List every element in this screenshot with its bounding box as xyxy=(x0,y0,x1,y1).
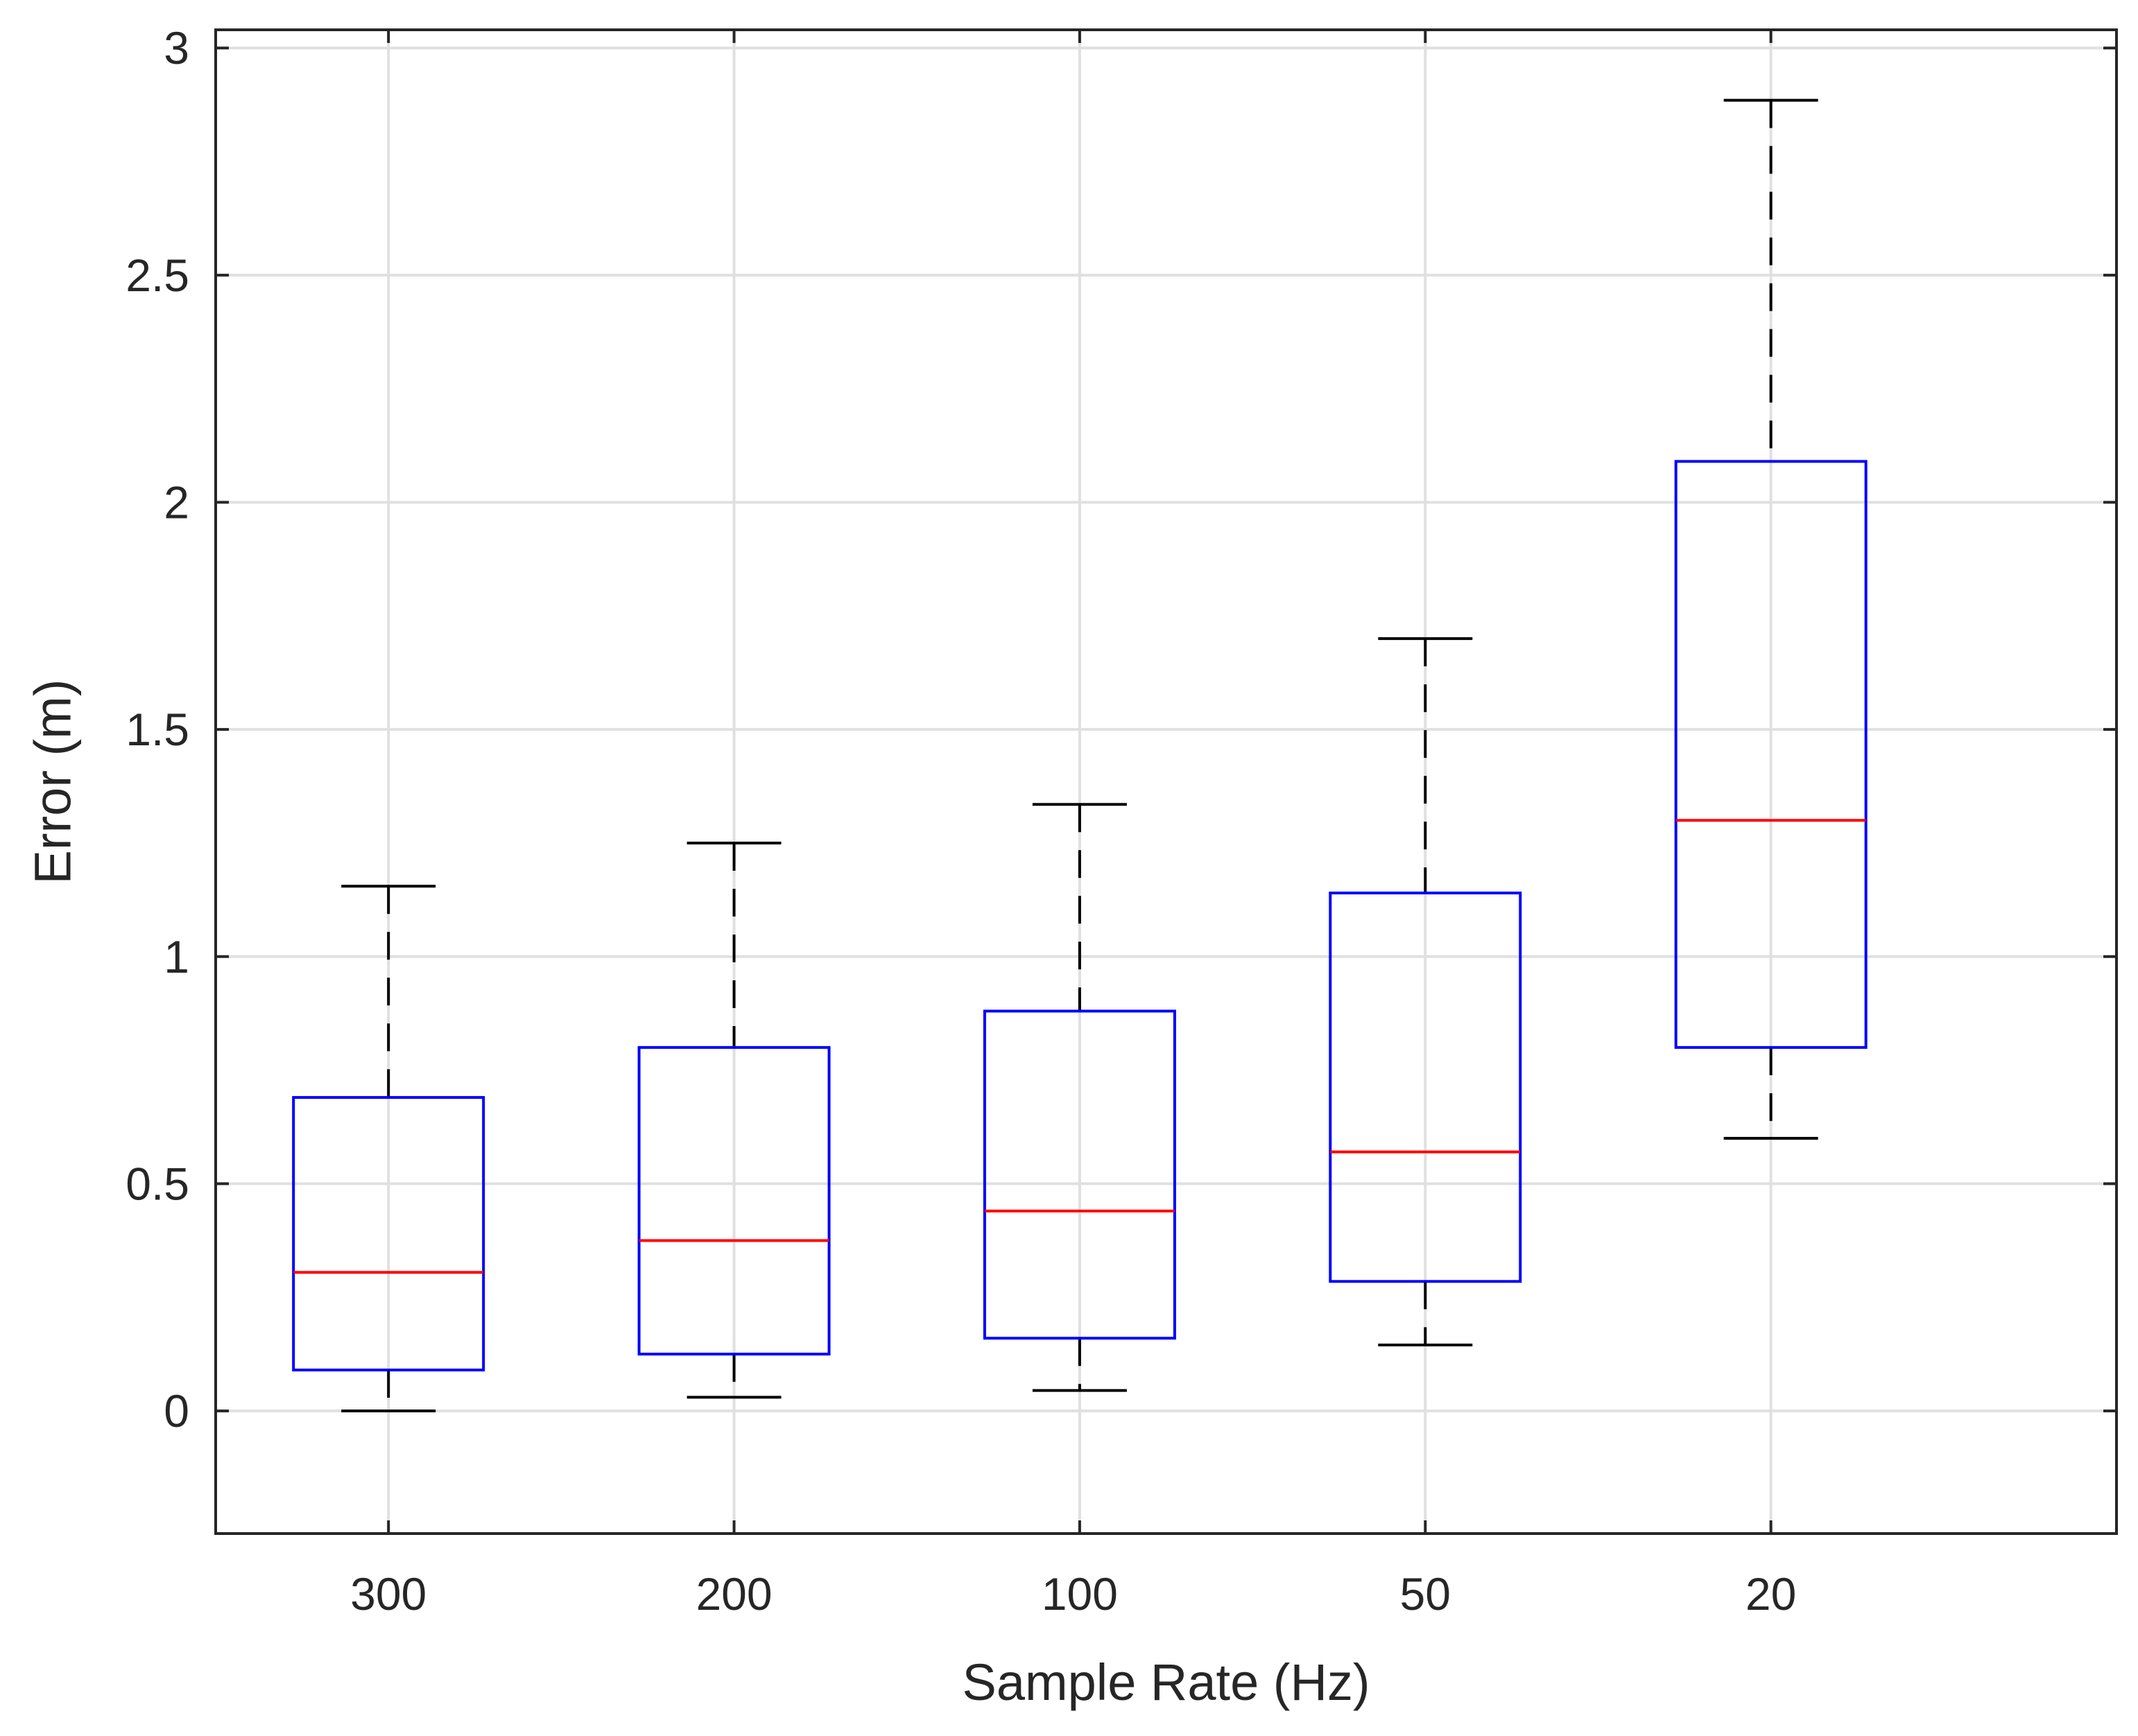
iqr-box xyxy=(1674,460,1868,1049)
y-tick-label: 0.5 xyxy=(126,1158,189,1209)
axis-ticks xyxy=(216,30,2117,1534)
x-tick-label: 300 xyxy=(350,1568,426,1620)
box-group-50 xyxy=(1329,637,1522,1347)
box-group-300 xyxy=(292,885,485,1413)
y-tick-label: 0 xyxy=(164,1385,189,1436)
iqr-box xyxy=(1329,892,1522,1283)
grid xyxy=(216,30,2117,1534)
boxes xyxy=(292,98,1868,1413)
iqr-box xyxy=(292,1095,485,1372)
x-tick-labels: 300 200 100 50 20 xyxy=(350,1568,1796,1620)
iqr-box xyxy=(637,1045,831,1356)
iqr-box xyxy=(983,1009,1176,1340)
y-tick-label: 2 xyxy=(164,476,189,528)
x-tick-label: 200 xyxy=(696,1568,772,1620)
y-axis-label: Error (m) xyxy=(24,679,82,885)
x-tick-label: 50 xyxy=(1400,1568,1451,1620)
box-group-20 xyxy=(1674,98,1868,1140)
box-group-100 xyxy=(983,803,1176,1392)
x-axis-label: Sample Rate (Hz) xyxy=(962,1653,1370,1711)
y-tick-label: 3 xyxy=(164,22,189,73)
y-tick-label: 1.5 xyxy=(126,704,189,755)
y-tick-labels: 0 0.5 1 1.5 2 2.5 3 xyxy=(126,22,189,1436)
y-tick-label: 1 xyxy=(164,931,189,982)
plot-area-frame xyxy=(214,28,2118,1535)
x-tick-label: 20 xyxy=(1745,1568,1796,1620)
x-tick-label: 100 xyxy=(1042,1568,1118,1620)
y-tick-label: 2.5 xyxy=(126,250,189,301)
box-group-200 xyxy=(637,841,831,1399)
